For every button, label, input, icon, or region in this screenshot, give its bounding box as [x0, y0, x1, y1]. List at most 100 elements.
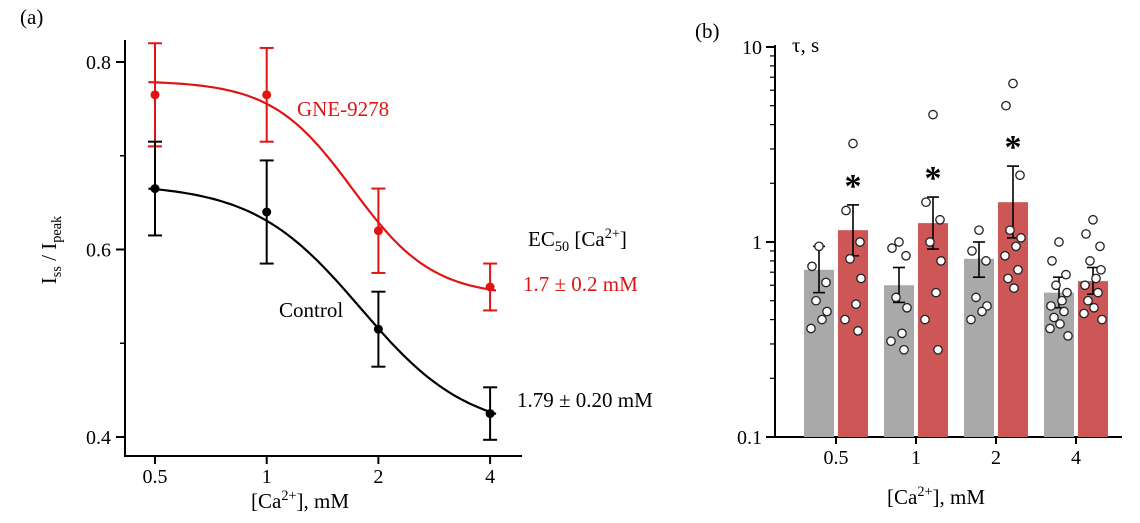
significance-asterisk: *: [845, 168, 862, 205]
scatter-point-GNE-9278: [848, 138, 858, 149]
ec50-title: EC50 [Ca2+]: [528, 226, 627, 256]
scatter-point-GNE-9278: [1085, 256, 1095, 266]
significance-asterisk: *: [1005, 129, 1022, 166]
scatter-point-Control: [1054, 237, 1064, 247]
scatter-point-Control: [901, 250, 911, 261]
scatter-point-Control: [887, 243, 897, 253]
scatter-point-GNE-9278: [925, 237, 935, 247]
bar-Control-2: [964, 258, 994, 437]
panel-a-x-tick-label: 2: [373, 466, 383, 488]
scatter-point-Control: [821, 277, 831, 288]
scatter-point-GNE-9278: [853, 326, 863, 336]
curve-label-gne-9278: GNE-9278: [297, 97, 390, 121]
scatter-point-GNE-9278: [851, 299, 861, 310]
panel-a-y-tick-label: 0.8: [86, 52, 111, 74]
scatter-point-GNE-9278: [856, 273, 866, 284]
scatter-point-Control: [1061, 269, 1071, 280]
fit-curve-GNE-9278: [148, 81, 497, 292]
panel-b-x-tick-label: 0.5: [824, 447, 849, 469]
scatter-point-GNE-9278: [1001, 100, 1011, 111]
scatter-point-GNE-9278: [1083, 295, 1093, 306]
scatter-point-GNE-9278: [1091, 273, 1101, 284]
scatter-point-Control: [891, 292, 901, 303]
panel-a-label: (a): [20, 5, 44, 29]
scatter-point-Control: [981, 256, 991, 266]
scatter-point-GNE-9278: [1096, 264, 1106, 275]
panel-b-label: (b): [695, 19, 720, 43]
scatter-point-Control: [817, 314, 827, 325]
bar-Control-4: [1044, 292, 1074, 437]
data-point-Control: [262, 207, 272, 217]
x-label-sup: 2+: [281, 488, 297, 504]
panel-a-axes: [124, 40, 522, 457]
scatter-point-Control: [966, 314, 976, 325]
panel-a-x-tick-label: 0.5: [143, 466, 168, 488]
scatter-point-GNE-9278: [1003, 273, 1013, 284]
scatter-point-Control: [1046, 301, 1056, 311]
scatter-point-GNE-9278: [1089, 302, 1099, 313]
panel-b-x-tick-label: 1: [911, 447, 921, 469]
y-label-sub1: ss: [49, 266, 66, 278]
panel-b-y-tick-label: 10: [742, 37, 762, 59]
panel-b-y-axis-label: τ, s: [792, 33, 820, 57]
scatter-point-GNE-9278: [1081, 229, 1091, 239]
scatter-point-GNE-9278: [855, 237, 865, 247]
x-label-post: ], mM: [932, 485, 986, 509]
scatter-point-GNE-9278: [1009, 283, 1019, 293]
scatter-point-GNE-9278: [1011, 241, 1021, 252]
scatter-point-GNE-9278: [840, 314, 850, 325]
scatter-point-GNE-9278: [931, 287, 941, 298]
ec50-mid: [Ca: [569, 227, 605, 251]
panel-b-x-tick-label: 4: [1071, 447, 1081, 469]
scatter-point-Control: [807, 261, 817, 272]
scatter-point-GNE-9278: [921, 197, 931, 208]
panel-a-y-tick-label: 0.6: [86, 240, 111, 262]
scatter-point-Control: [886, 336, 896, 347]
scatter-point-GNE-9278: [1015, 170, 1025, 181]
bar-GNE-9278-0.5: [838, 230, 868, 437]
y-label-i2: I: [37, 242, 62, 250]
y-label-mid: /: [37, 249, 62, 267]
panel-a-x-tick-label: 4: [485, 466, 495, 488]
data-point-GNE-9278: [373, 226, 383, 236]
fit-curve-Control: [148, 187, 497, 415]
ec50-value-treated: 1.7 ± 0.2 mM: [523, 272, 638, 296]
scatter-point-Control: [806, 323, 816, 334]
scatter-point-GNE-9278: [1008, 78, 1018, 89]
scatter-point-GNE-9278: [1095, 241, 1105, 252]
scatter-point-GNE-9278: [1079, 308, 1089, 319]
data-point-Control: [485, 409, 495, 419]
scatter-point-GNE-9278: [1016, 233, 1026, 243]
scatter-point-GNE-9278: [1000, 250, 1010, 261]
scatter-point-GNE-9278: [1013, 264, 1023, 275]
data-point-Control: [150, 184, 160, 194]
scatter-point-Control: [899, 344, 909, 355]
scatter-point-Control: [1047, 256, 1057, 266]
scatter-point-GNE-9278: [936, 256, 946, 266]
scatter-point-Control: [1063, 331, 1073, 341]
scatter-point-Control: [902, 302, 912, 313]
bar-Control-0.5: [804, 269, 834, 437]
scatter-point-GNE-9278: [935, 214, 945, 225]
scatter-point-GNE-9278: [1097, 314, 1107, 325]
scatter-point-Control: [977, 306, 987, 317]
scatter-point-GNE-9278: [841, 205, 851, 216]
curve-label-control: Control: [279, 298, 344, 322]
panel-b-x-axis-label: [Ca2+], mM: [886, 484, 986, 509]
x-label-pre: [Ca: [886, 485, 918, 509]
scatter-point-Control: [897, 328, 907, 339]
data-point-GNE-9278: [262, 90, 272, 100]
scatter-point-Control: [1062, 287, 1072, 298]
ec50-post: ]: [619, 227, 627, 251]
scatter-point-Control: [811, 295, 821, 306]
panel-b-y-tick-label: 1: [752, 232, 762, 254]
scatter-point-Control: [822, 306, 832, 317]
data-point-GNE-9278: [485, 282, 495, 292]
scatter-point-Control: [1051, 280, 1061, 291]
scatter-point-Control: [1045, 323, 1055, 334]
scatter-point-Control: [1055, 319, 1065, 329]
scatter-point-Control: [974, 225, 984, 236]
panel-a-y-tick-label: 0.4: [86, 427, 111, 449]
